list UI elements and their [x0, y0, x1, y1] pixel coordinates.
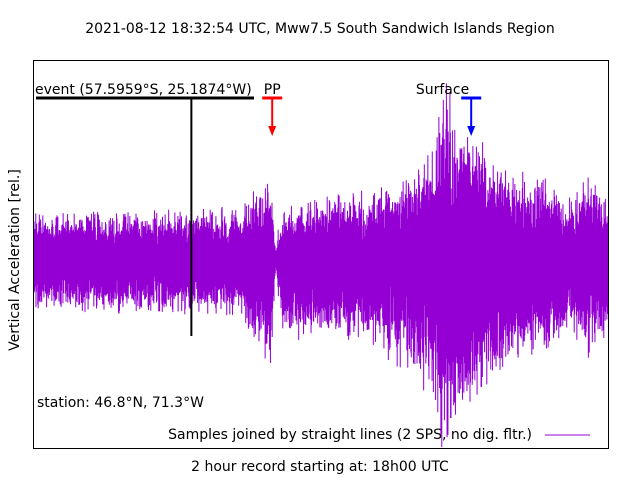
pp-arrow-icon [268, 126, 277, 136]
surface-label: Surface [416, 82, 469, 98]
event-label: event (57.5959°S, 25.1874°W) [35, 82, 252, 98]
chart-title: 2021-08-12 18:32:54 UTC, Mww7.5 South Sa… [85, 21, 555, 37]
annotation-overlay: event (57.5959°S, 25.1874°W) PP Surface [35, 82, 482, 336]
seismogram-trace-line [33, 83, 609, 448]
station-label: station: 46.8°N, 71.3°W [37, 395, 204, 411]
y-axis-label: Vertical Acceleration [rel.] [7, 169, 23, 351]
plot-frame [33, 60, 609, 449]
x-axis-label: 2 hour record starting at: 18h00 UTC [191, 459, 449, 475]
pp-label: PP [264, 82, 281, 98]
surface-arrow-icon [467, 126, 476, 136]
seismogram-trace-group [33, 83, 609, 448]
legend-label: Samples joined by straight lines (2 SPS,… [168, 427, 532, 443]
